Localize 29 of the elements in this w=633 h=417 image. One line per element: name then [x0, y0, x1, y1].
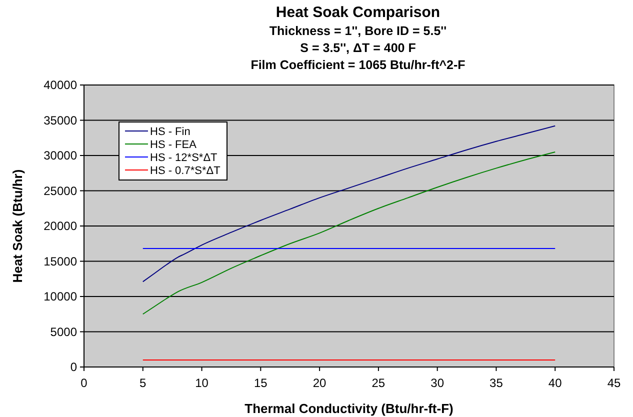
y-tick-label: 35000 [44, 113, 78, 128]
legend-label: HS - Fin [150, 126, 190, 138]
y-tick-label: 5000 [50, 324, 78, 339]
x-tick-label: 45 [607, 376, 621, 390]
x-tick-label: 40 [548, 376, 562, 390]
y-tick-label: 15000 [44, 254, 78, 268]
x-tick-label: 30 [430, 376, 444, 390]
legend-label: HS - FEA [150, 139, 198, 151]
y-axis-title: Heat Soak (Btu/hr) [10, 169, 25, 283]
x-tick-label: 25 [372, 376, 386, 390]
y-tick-label: 10000 [44, 290, 78, 304]
x-tick-label: 35 [490, 376, 504, 390]
line-series [142, 151, 556, 315]
x-tick-label: 20 [312, 376, 327, 390]
y-tick-label: 30000 [44, 148, 78, 162]
x-tick-label: 10 [195, 376, 209, 390]
chart-subtitle: Thickness = 1'', Bore ID = 5.5'' S = 3.5'', ΔT = 400 F Film Coefficient = 1065 Btu/hr-ft^2-F [250, 24, 466, 72]
x-tick-label: 5 [140, 376, 147, 390]
chart-title: Heat Soak Comparison [276, 4, 440, 21]
x-axis-title: Thermal Conductivity (Btu/hr-ft-F) [244, 401, 454, 416]
y-tick-label: 40000 [44, 78, 78, 92]
y-tick-label: 25000 [44, 184, 78, 198]
x-tick-label: 15 [254, 376, 268, 390]
x-tick-label: 0 [80, 376, 88, 390]
line-series [142, 125, 556, 282]
legend-label: HS - 12*S*ΔT [150, 152, 218, 164]
y-tick-label: 20000 [44, 219, 78, 233]
y-tick-label: 0 [70, 360, 78, 374]
legend-label: HS - 0.7*S*ΔT [150, 165, 221, 177]
